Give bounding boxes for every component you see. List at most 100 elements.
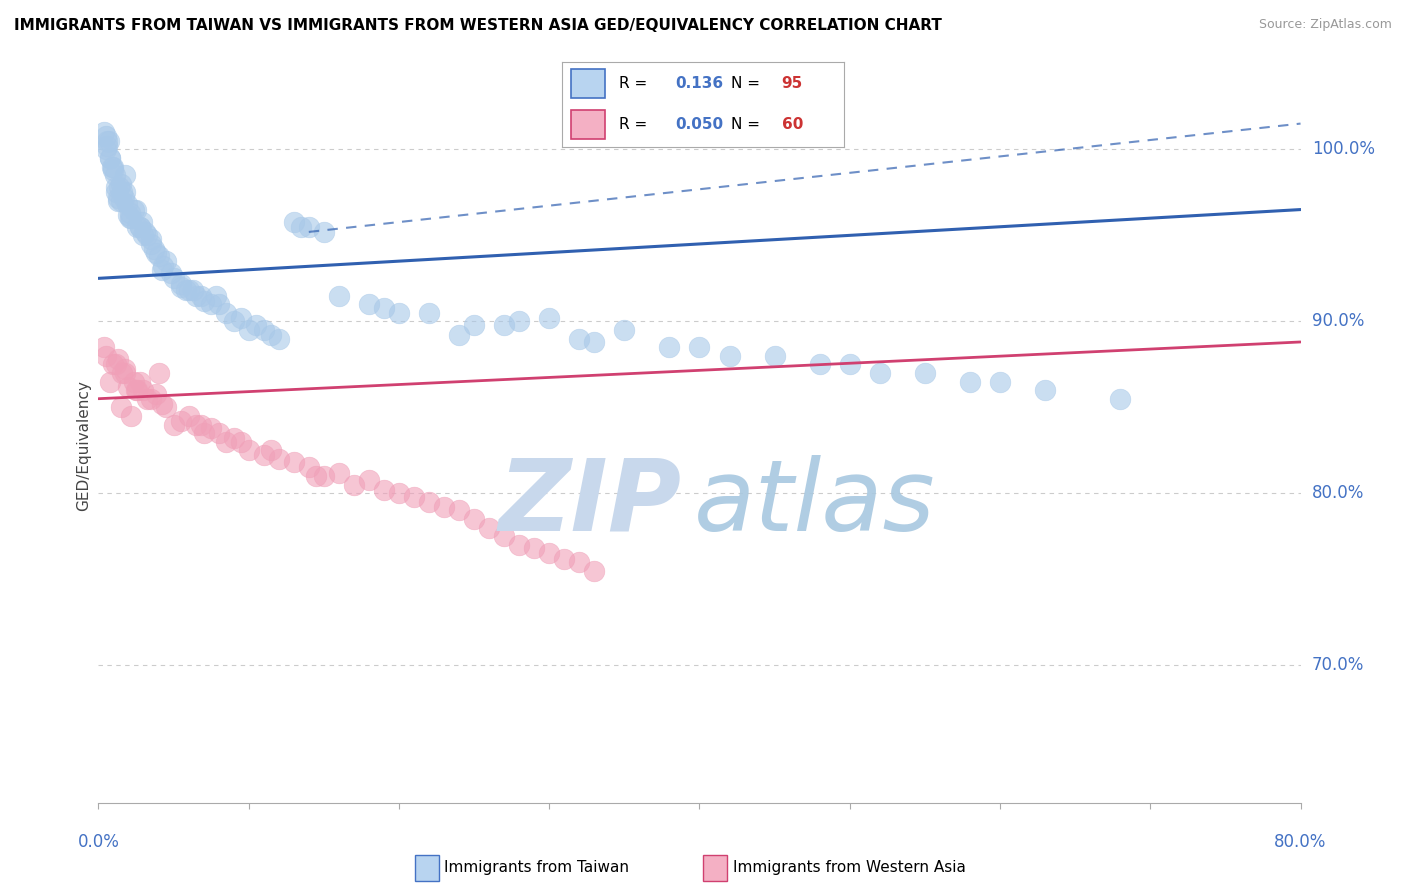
Point [145, 386, 167, 401]
Text: 0.0%: 0.0% [77, 833, 120, 851]
Text: Immigrants from Western Asia: Immigrants from Western Asia [733, 861, 966, 875]
Point [121, 409, 143, 423]
Point [238, 443, 260, 458]
Point [132, 383, 155, 397]
Text: 90.0%: 90.0% [1312, 312, 1364, 330]
Point [159, 266, 181, 280]
Point [96, 139, 118, 153]
Point [538, 310, 561, 325]
Point [111, 186, 134, 200]
Point [583, 564, 606, 578]
Point [105, 186, 128, 200]
Point [174, 284, 197, 298]
Text: ZIP: ZIP [499, 455, 682, 551]
Point [125, 383, 148, 397]
Point [402, 490, 425, 504]
Point [808, 357, 831, 371]
Text: N =: N = [731, 117, 761, 132]
Point [112, 190, 135, 204]
Point [181, 284, 204, 298]
Point [118, 206, 141, 220]
Point [117, 208, 139, 222]
Point [110, 401, 132, 415]
Y-axis label: GED/Equivalency: GED/Equivalency [76, 381, 91, 511]
Point [148, 366, 170, 380]
Point [100, 375, 122, 389]
Point [105, 180, 128, 194]
Point [103, 357, 125, 371]
Point [190, 288, 212, 302]
Point [114, 168, 136, 182]
Point [114, 362, 136, 376]
Text: 60: 60 [782, 117, 803, 132]
Point [267, 332, 290, 346]
Point [553, 551, 575, 566]
Point [94, 128, 117, 143]
Point [245, 318, 267, 332]
Point [433, 500, 456, 514]
Point [110, 177, 132, 191]
Text: 80.0%: 80.0% [1312, 484, 1364, 502]
Point [170, 414, 193, 428]
Point [150, 262, 173, 277]
Point [538, 546, 561, 560]
Point [312, 469, 335, 483]
Point [447, 503, 470, 517]
Point [190, 417, 212, 432]
Point [508, 314, 530, 328]
Text: Immigrants from Taiwan: Immigrants from Taiwan [444, 861, 630, 875]
Point [150, 397, 173, 411]
Text: 100.0%: 100.0% [1312, 140, 1375, 159]
Point [260, 443, 283, 458]
Point [94, 349, 117, 363]
Point [184, 417, 207, 432]
Point [96, 134, 118, 148]
Point [373, 483, 395, 497]
Point [124, 375, 146, 389]
Point [193, 426, 215, 441]
Point [139, 392, 162, 406]
Point [155, 254, 177, 268]
Point [121, 211, 143, 226]
Point [388, 486, 411, 500]
Point [988, 375, 1011, 389]
Point [143, 242, 166, 256]
Point [94, 142, 117, 156]
Point [388, 306, 411, 320]
Point [613, 323, 636, 337]
Point [117, 379, 139, 393]
Point [1033, 383, 1056, 397]
Point [129, 375, 152, 389]
Point [328, 288, 350, 302]
Point [568, 332, 591, 346]
Point [418, 306, 440, 320]
Point [104, 168, 127, 182]
Bar [571, 70, 605, 98]
Point [494, 318, 516, 332]
Point [131, 214, 153, 228]
Point [260, 328, 283, 343]
Point [124, 202, 146, 217]
Point [139, 236, 162, 251]
Point [312, 225, 335, 239]
Point [103, 163, 125, 178]
Point [568, 555, 591, 569]
Point [208, 426, 231, 441]
Text: atlas: atlas [693, 455, 935, 551]
Point [463, 318, 485, 332]
Point [222, 431, 245, 445]
Point [132, 228, 155, 243]
Point [139, 232, 162, 246]
Point [148, 249, 170, 263]
Text: R =: R = [619, 117, 647, 132]
Point [523, 541, 546, 556]
Point [152, 260, 174, 274]
Point [200, 297, 222, 311]
Point [93, 125, 115, 139]
Point [108, 180, 131, 194]
Point [373, 301, 395, 315]
Point [177, 284, 200, 298]
Point [100, 151, 122, 165]
Point [298, 460, 321, 475]
Point [357, 297, 380, 311]
